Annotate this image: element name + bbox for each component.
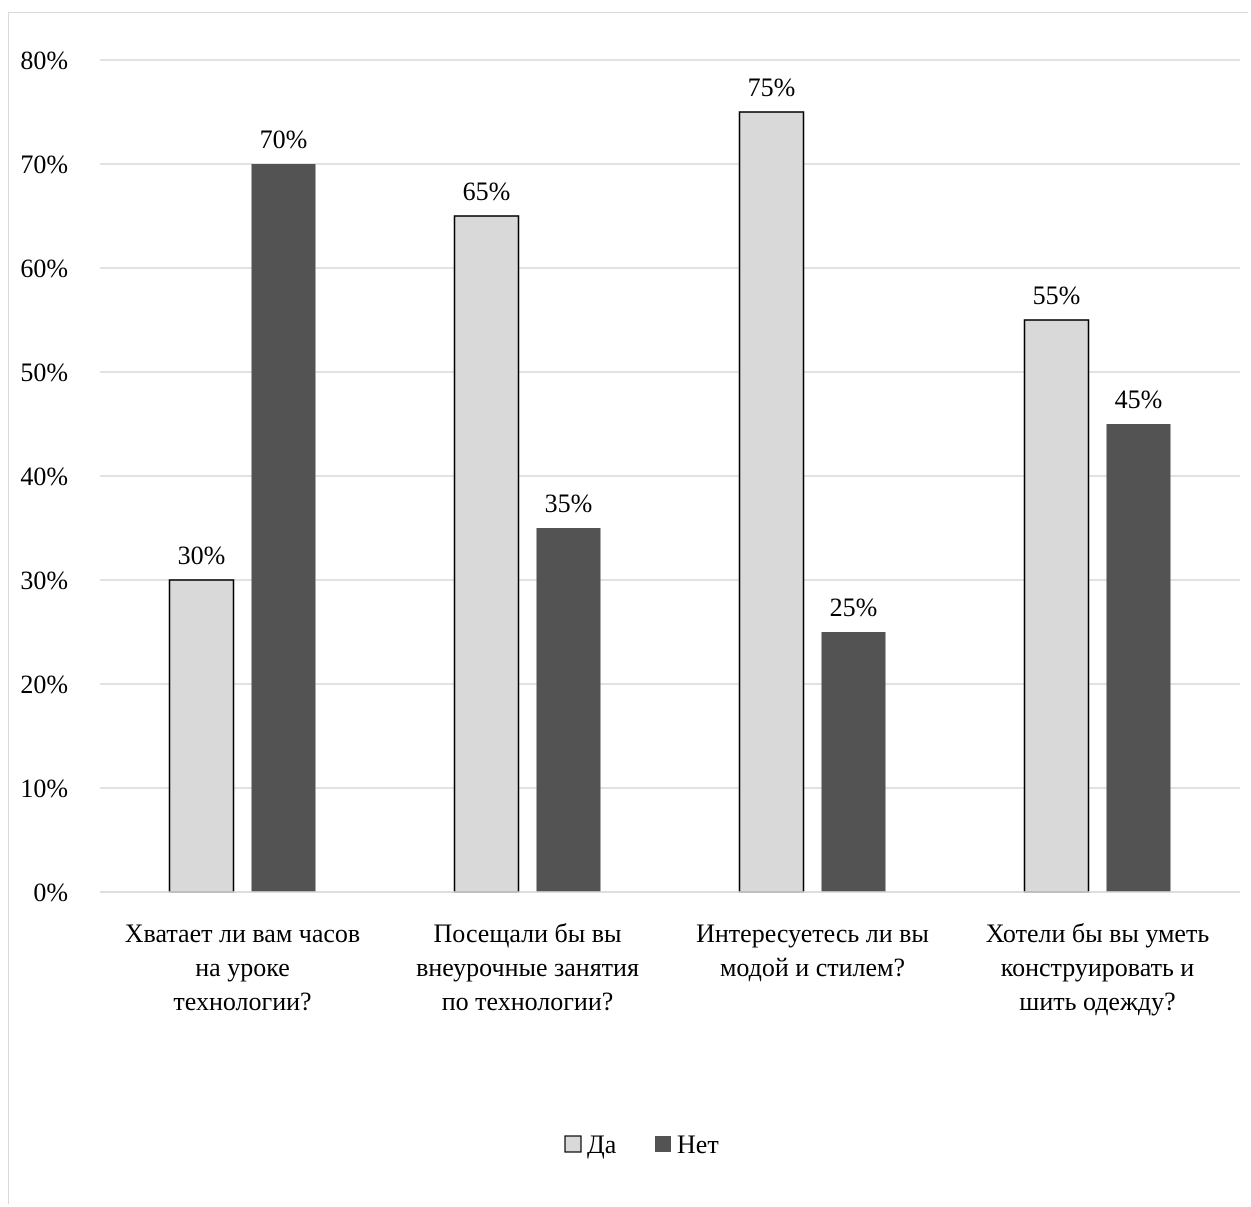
data-label: 25% [830, 593, 878, 622]
x-category-label: Хватает ли вам часов на уроке технологии? [125, 919, 360, 1016]
bar-net [1106, 424, 1171, 892]
bar-da [738, 111, 805, 893]
x-category-label-line: модой и стилем? [720, 953, 905, 982]
x-category-label-line: Посещали бы вы [434, 919, 622, 948]
data-label: 30% [178, 541, 226, 570]
bar-net [251, 164, 316, 892]
x-category-label: Посещали бы вы внеурочные занятия по техно… [416, 919, 639, 1016]
y-tick-label: 70% [20, 150, 68, 179]
x-category-label-line: конструировать и [1001, 953, 1195, 982]
bar-da [453, 215, 520, 893]
x-category-label-line: по технологии? [442, 987, 614, 1016]
data-label: 75% [748, 73, 796, 102]
bar-net [536, 528, 601, 892]
data-label: 35% [545, 489, 593, 518]
x-category-label-line: Интересуетесь ли вы [696, 919, 929, 948]
y-tick-label: 30% [20, 566, 68, 595]
chart-frame [8, 12, 1248, 1204]
x-category-label-line: шить одежду? [1019, 987, 1175, 1016]
y-tick-label: 80% [20, 46, 68, 75]
legend-label-da: Да [587, 1130, 617, 1159]
data-label: 70% [260, 125, 308, 154]
x-category-label-line: внеурочные занятия [416, 953, 639, 982]
legend-swatch-da [564, 1135, 582, 1153]
y-tick-label: 0% [33, 878, 68, 907]
x-category-label-line: Хватает ли вам часов [125, 919, 360, 948]
y-tick-label: 10% [20, 774, 68, 803]
bar-da [1023, 319, 1090, 893]
y-tick-label: 50% [20, 358, 68, 387]
x-category-label: Интересуетесь ли вы модой и стилем? [696, 919, 929, 982]
y-tick-label: 40% [20, 462, 68, 491]
legend-swatch-net [655, 1136, 671, 1152]
x-category-label-line: на уроке [195, 953, 289, 982]
data-label: 55% [1033, 281, 1081, 310]
bar-net [821, 632, 886, 892]
legend-label-net: Нет [677, 1130, 719, 1159]
y-tick-label: 20% [20, 670, 68, 699]
y-tick-label: 60% [20, 254, 68, 283]
bar-da [168, 579, 235, 893]
data-label: 65% [463, 177, 511, 206]
data-label: 45% [1115, 385, 1163, 414]
x-category-label-line: Хотели бы вы уметь [986, 919, 1210, 948]
x-category-label-line: технологии? [173, 987, 311, 1016]
x-category-label: Хотели бы вы уметь конструировать и шить о… [986, 919, 1210, 1016]
